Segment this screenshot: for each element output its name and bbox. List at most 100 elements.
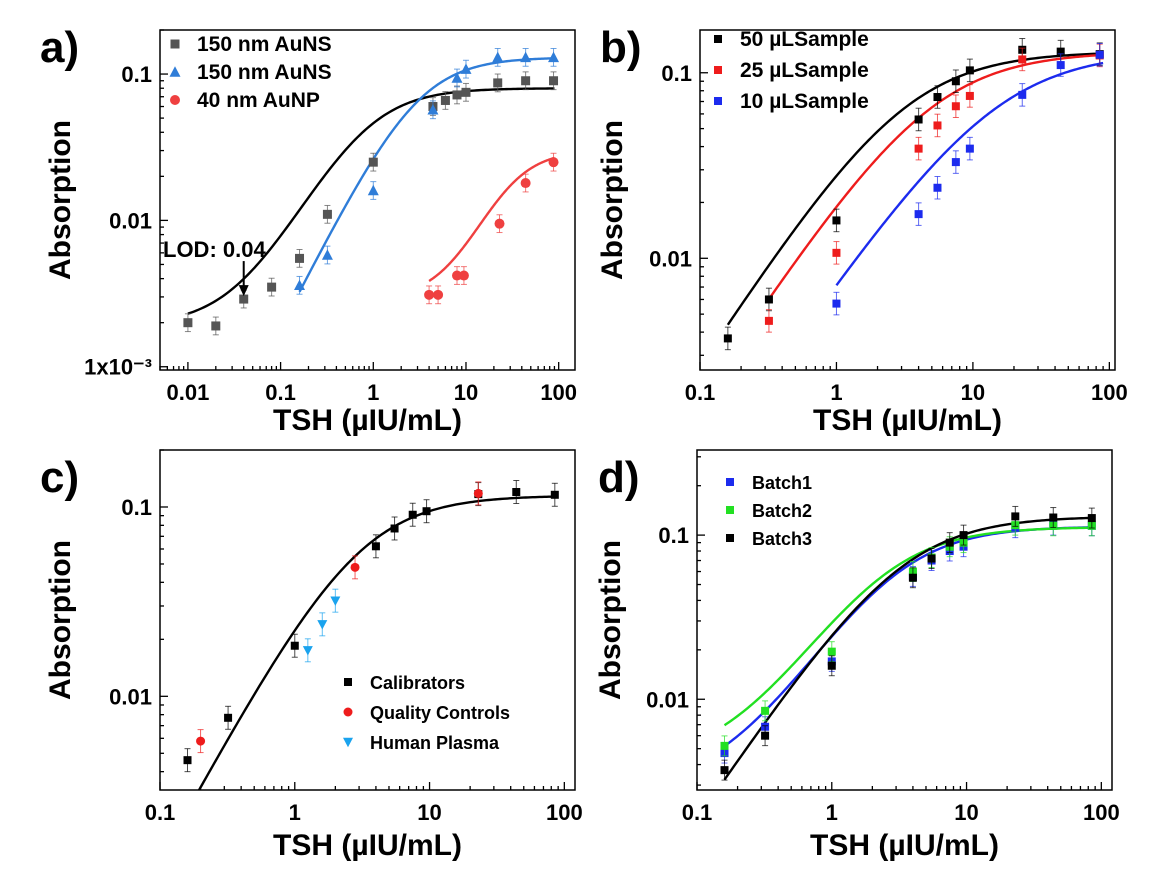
legend-marker (726, 534, 734, 542)
data-point (520, 178, 531, 189)
x-tick-label: 10 (954, 800, 978, 825)
fit-curve-3 (835, 61, 1104, 287)
data-point (183, 318, 193, 328)
data-point (211, 321, 221, 331)
x-axis-label: TSH (µIU/mL) (273, 829, 462, 862)
data-point (196, 736, 206, 746)
y-tick-label: 0.01 (109, 208, 152, 233)
data-point (493, 78, 503, 88)
legend-marker (170, 95, 180, 105)
data-point (933, 183, 942, 192)
fit-curve-2 (767, 53, 1104, 300)
plot-frame (159, 449, 576, 791)
data-point (422, 507, 431, 516)
series-2 (294, 47, 560, 295)
data-point (945, 538, 954, 547)
legend-marker (344, 678, 352, 686)
data-point (1087, 514, 1096, 523)
chart-panel-c: 0.1 1 10 100 0.01 0.1 TSH (µIU/mL) Absorption c)… (40, 449, 583, 862)
data-point (927, 554, 936, 563)
data-point (914, 210, 923, 219)
data-point (914, 115, 923, 124)
y-tick-label: 0.01 (649, 246, 692, 271)
data-point (548, 157, 559, 168)
data-point (368, 157, 378, 167)
y-axis-label: Absorption (44, 540, 77, 700)
lod-label: LOD: 0.04 (163, 237, 266, 262)
data-point (959, 531, 968, 540)
data-point (908, 573, 917, 582)
data-point (520, 51, 532, 63)
panel-label: c) (40, 453, 79, 502)
x-tick-label: 0.1 (145, 800, 176, 825)
data-point (239, 294, 249, 304)
y-tick-label: 0.1 (121, 495, 152, 520)
legend-entry: 10 µLSample (740, 90, 869, 113)
data-point (330, 596, 341, 606)
data-point (1018, 55, 1027, 64)
series-1 (723, 38, 1104, 351)
fit-curve-1 (187, 87, 555, 315)
x-axis-label: TSH (µIU/mL) (273, 404, 462, 437)
data-point (367, 184, 379, 196)
legend-marker (343, 737, 353, 748)
data-point (827, 647, 836, 656)
data-point (764, 316, 773, 325)
lod-arrow-head (238, 285, 249, 297)
data-point (512, 488, 521, 497)
data-point (322, 209, 332, 219)
data-point (1056, 61, 1065, 70)
legend-marker (714, 97, 722, 105)
data-point (224, 713, 233, 722)
series-1 (183, 480, 559, 773)
series-3 (832, 43, 1104, 316)
data-point (832, 248, 841, 257)
x-axis-label: TSH (µIU/mL) (813, 404, 1002, 437)
data-point (764, 295, 773, 304)
x-tick-label: 100 (1091, 380, 1128, 405)
data-point (965, 91, 974, 100)
data-point (460, 63, 472, 74)
y-tick-label: 0.01 (109, 684, 152, 709)
data-point (723, 334, 732, 343)
x-axis-label: TSH (µIU/mL) (810, 829, 999, 862)
data-point (827, 661, 836, 670)
data-point (267, 282, 277, 292)
plot-frame (699, 29, 1116, 371)
legend-marker (714, 35, 722, 43)
fit-curve-3 (723, 516, 1096, 781)
data-point (458, 270, 469, 281)
x-tick-label: 100 (546, 800, 583, 825)
data-point (317, 620, 328, 630)
chart-panel-b: 0.1 1 10 100 0.01 0.1 TSH (µIU/mL) Absorption b)… (596, 23, 1128, 437)
y-tick-label: 0.1 (121, 62, 152, 87)
series-3 (424, 152, 559, 305)
y-tick-label: 0.01 (646, 687, 689, 712)
data-point (832, 299, 841, 308)
series-3 (720, 505, 1096, 781)
legend-entry: Batch3 (752, 529, 812, 549)
data-point (452, 90, 462, 100)
data-point (350, 562, 360, 572)
legend-entry: Batch2 (752, 501, 812, 521)
panel-label: b) (600, 23, 642, 72)
x-tick-label: 1 (289, 800, 301, 825)
data-point (550, 490, 559, 499)
data-point (1095, 50, 1104, 59)
legend-entry: Quality Controls (370, 703, 510, 723)
x-tick-label: 1 (367, 380, 379, 405)
x-tick-label: 100 (1083, 800, 1120, 825)
fit-curve-2 (298, 57, 555, 293)
data-point (933, 121, 942, 130)
y-tick-label: 1x10⁻³ (84, 355, 152, 380)
panel-label: a) (40, 23, 79, 72)
legend-entry: 50 µLSample (740, 28, 869, 51)
legend-marker (169, 66, 181, 77)
data-point (433, 289, 444, 300)
panel-label: d) (598, 453, 640, 502)
data-point (933, 93, 942, 102)
fit-curve-3 (428, 156, 555, 282)
data-point (183, 756, 192, 765)
